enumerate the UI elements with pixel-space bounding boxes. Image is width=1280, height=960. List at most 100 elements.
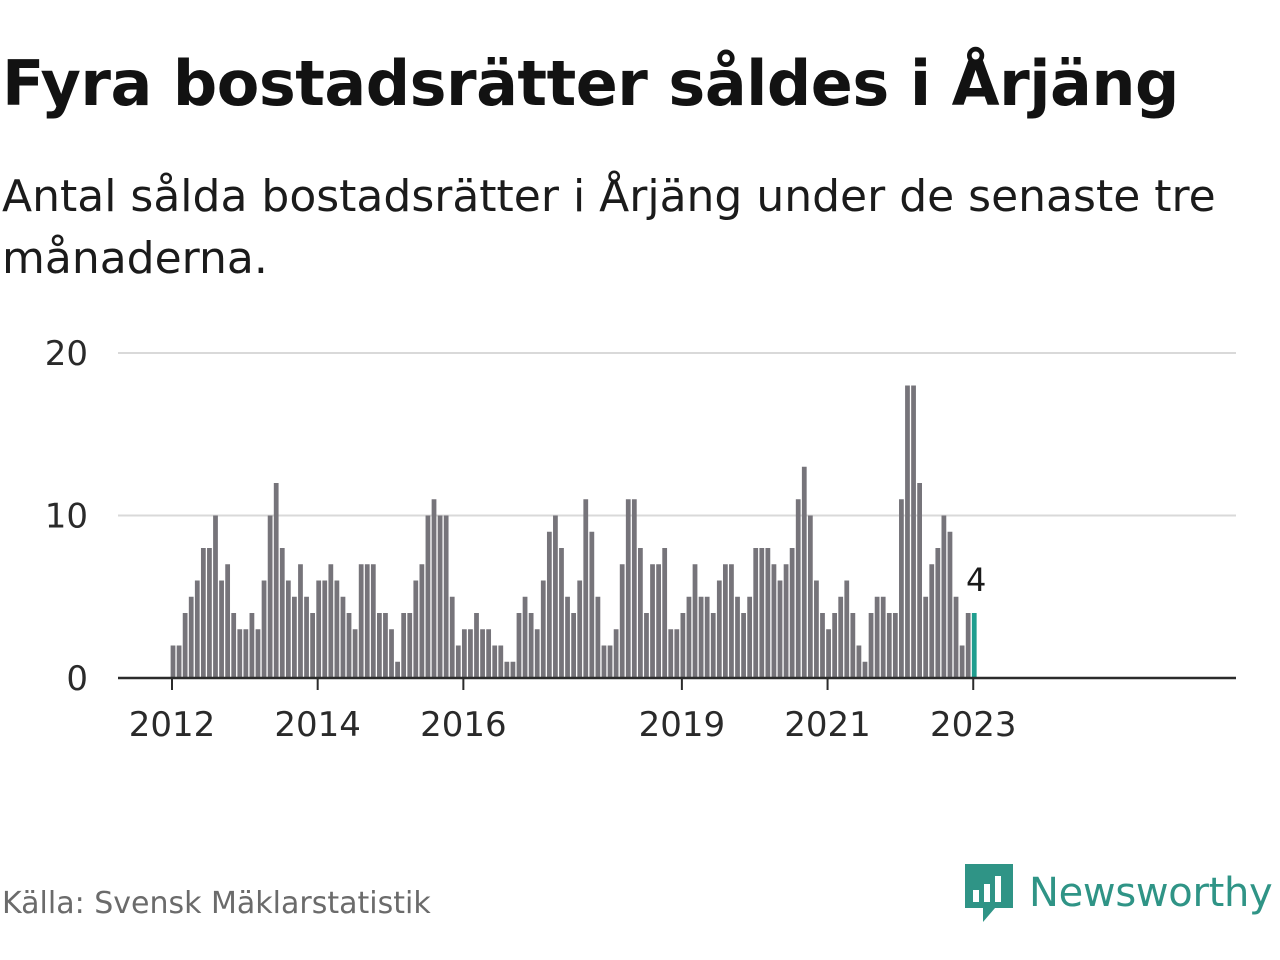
x-tick-label: 2016 [420, 705, 507, 740]
bar [431, 499, 437, 678]
bar [771, 564, 777, 678]
bar [498, 645, 504, 678]
bar [959, 645, 965, 678]
bar [474, 613, 479, 678]
bar [461, 629, 467, 678]
bar [534, 629, 540, 678]
bar [868, 613, 874, 678]
bar [492, 645, 498, 678]
bar [577, 580, 583, 678]
bar [316, 580, 322, 678]
bar [249, 613, 255, 678]
bar [807, 515, 813, 678]
bar [662, 548, 668, 678]
bar [692, 564, 698, 678]
bar [917, 483, 922, 678]
y-tick-label: 0 [66, 659, 88, 699]
bar [601, 645, 607, 678]
bar [486, 629, 492, 678]
x-tick-label: 2012 [129, 705, 216, 740]
bar [644, 613, 649, 678]
bar [668, 629, 674, 678]
bar [747, 596, 753, 678]
bar [886, 613, 892, 678]
bar [243, 629, 249, 678]
bar [911, 385, 916, 678]
bar [625, 499, 631, 678]
bar [182, 613, 188, 678]
bar [553, 515, 558, 678]
bar-chart: 0 10 20 4 2012 2014 2016 2019 2021 2023 [45, 334, 1236, 740]
bar [759, 548, 765, 678]
bar [710, 613, 716, 678]
bar [225, 564, 231, 678]
bar [741, 613, 746, 678]
bar [947, 531, 953, 678]
bar [923, 596, 929, 678]
bar [559, 548, 564, 678]
bar [698, 596, 704, 678]
grid-lines [118, 352, 1236, 517]
bar [631, 499, 637, 678]
x-tick-label: 2019 [639, 705, 726, 740]
bar [528, 613, 534, 678]
bar [285, 580, 291, 678]
bar [905, 385, 910, 678]
chart-title: Fyra bostadsrätter såldes i Årjäng [2, 47, 1179, 120]
bar [443, 515, 449, 678]
x-tick-label: 2014 [274, 705, 361, 740]
bar [826, 629, 831, 678]
bars [170, 385, 977, 678]
bar [522, 596, 528, 678]
bar [965, 613, 971, 678]
bar [929, 564, 935, 678]
bar [729, 564, 734, 678]
bar [892, 613, 898, 678]
bar [322, 580, 328, 678]
bar [480, 629, 485, 678]
bar [595, 596, 601, 678]
tick-labels: 0 10 20 4 2012 2014 2016 2019 2021 2023 [45, 334, 1017, 740]
bar [455, 645, 461, 678]
bar [377, 613, 382, 678]
chart-subtitle: Antal sålda bostadsrätter i Årjäng under… [2, 171, 1216, 284]
bar [255, 629, 261, 678]
bar [613, 629, 619, 678]
bar [722, 564, 728, 678]
bar [656, 564, 661, 678]
bar [546, 531, 552, 678]
bar [650, 564, 655, 678]
bar [565, 596, 570, 678]
x-tick-label: 2023 [930, 705, 1017, 740]
bar [820, 613, 825, 678]
x-tick-label: 2021 [784, 705, 871, 740]
newsworthy-logo-text: Newsworthy [1029, 870, 1273, 916]
bar [862, 661, 868, 678]
bar [437, 515, 443, 678]
bar [607, 645, 613, 678]
bar [680, 613, 686, 678]
bar [304, 596, 309, 678]
bar [468, 629, 473, 678]
newsworthy-logo[interactable]: Newsworthy [963, 862, 1273, 924]
x-axis [118, 676, 1236, 690]
bar [850, 613, 856, 678]
bar [213, 515, 218, 678]
bar [383, 613, 388, 678]
bar [261, 580, 267, 678]
bar [358, 564, 364, 678]
bar [219, 580, 224, 678]
bar [638, 548, 643, 678]
bar [838, 596, 844, 678]
bar [334, 580, 340, 678]
bar [419, 564, 425, 678]
bar [273, 483, 279, 678]
bar [188, 596, 194, 678]
bar [346, 613, 352, 678]
bar [619, 564, 625, 678]
source-note: Källa: Svensk Mäklarstatistik [2, 886, 431, 921]
bar [298, 564, 303, 678]
bar [941, 515, 947, 678]
bar [310, 613, 315, 678]
bar [425, 515, 431, 678]
